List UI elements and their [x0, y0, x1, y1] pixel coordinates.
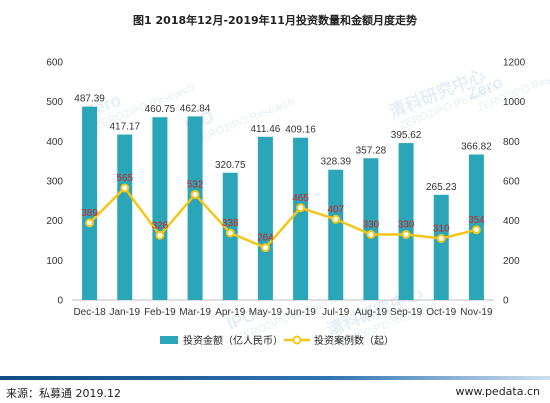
legend: 投资金额（亿人民币） 投资案例数（起）	[160, 334, 394, 347]
bar	[117, 134, 133, 300]
line-point	[85, 218, 95, 228]
x-tick-label: Apr-19	[215, 307, 245, 318]
line-point	[471, 225, 481, 235]
x-tick-label: Jan-19	[109, 307, 140, 318]
line-value-label: 389	[81, 208, 98, 219]
axes: 0 100 200 300 400 500 600 0 200 400 600 800 1000 1200…	[46, 58, 525, 319]
x-tick-label: Dec-18	[73, 307, 106, 318]
chart: 图1 2018年12月-2019年11月投资数量和金额月度走势 ZeroZERO…	[46, 13, 550, 350]
line-value-label: 532	[187, 179, 204, 190]
x-tick-label: Jun-19	[285, 307, 316, 318]
bar-value-label: 462.84	[180, 103, 211, 114]
y-right-tick-label: 1200	[503, 58, 526, 69]
y-right-tick-label: 0	[503, 296, 509, 307]
legend-line-label: 投资案例数（起）	[314, 334, 394, 347]
bar-value-label: 460.75	[145, 104, 176, 115]
bar-value-label: 328.39	[320, 157, 351, 168]
x-tick-label: Nov-19	[460, 307, 493, 318]
line-value-label: 407	[327, 204, 344, 215]
footer-rule	[0, 376, 550, 380]
line-value-label: 326	[152, 220, 169, 231]
bar-value-label: 320.75	[215, 160, 246, 171]
line-path	[88, 186, 477, 250]
line-value-label: 565	[116, 173, 133, 184]
y-left-tick-label: 300	[46, 177, 63, 188]
bar	[363, 158, 379, 300]
y-left-tick-label: 100	[46, 256, 63, 267]
bar-value-label: 409.16	[285, 125, 316, 136]
line-point	[120, 183, 130, 193]
y-left-tick-label: 500	[46, 97, 63, 108]
line-point	[260, 243, 270, 253]
bar	[187, 116, 203, 300]
line-point	[436, 234, 446, 244]
y-left-tick-label: 400	[46, 137, 63, 148]
bar	[257, 136, 273, 300]
bar-value-label: 265.23	[426, 182, 457, 193]
y-right-tick-label: 600	[503, 177, 520, 188]
bar	[328, 169, 344, 300]
footer-source: 来源：私募通 2019.12	[6, 387, 121, 400]
x-tick-label: Oct-19	[426, 307, 456, 318]
y-left-tick-label: 0	[57, 296, 63, 307]
line-point	[366, 230, 376, 240]
bar-value-label: 366.82	[461, 141, 492, 152]
line-value-label: 310	[433, 224, 450, 235]
line-point	[331, 214, 341, 224]
bar	[293, 137, 309, 300]
y-right-tick-label: 1000	[503, 97, 526, 108]
x-tick-label: Mar-19	[179, 307, 211, 318]
bar	[433, 194, 449, 300]
bar-value-label: 395.62	[391, 130, 422, 141]
bar-value-label: 357.28	[356, 145, 387, 156]
x-tick-label: Jul-19	[322, 307, 350, 318]
legend-line-marker	[292, 335, 302, 345]
y-left-tick-label: 200	[46, 216, 63, 227]
bar	[82, 106, 98, 300]
bar-value-label: 417.17	[109, 122, 140, 133]
line-value-label: 465	[292, 193, 309, 204]
bar-value-label: 411.46	[250, 124, 280, 135]
line-value-label: 264	[257, 233, 274, 244]
footer: 来源：私募通 2019.12 www.pedata.cn	[0, 376, 550, 403]
line-point	[190, 189, 200, 199]
line-value-label: 354	[468, 215, 485, 226]
x-tick-label: Sep-19	[390, 307, 423, 318]
y-left-tick-label: 600	[46, 58, 63, 69]
footer-url: www.pedata.cn	[455, 385, 540, 398]
line-series: 389 565 326 532 338 264 465 407 330 330 310 354	[81, 173, 485, 253]
bar	[398, 143, 414, 300]
legend-bar-swatch	[160, 336, 178, 344]
line-point	[296, 203, 306, 213]
y-right-tick-label: 400	[503, 216, 520, 227]
y-right-tick-label: 800	[503, 137, 520, 148]
bar-series: 487.39 417.17 460.75 462.84 320.75 411.46 409.…	[74, 94, 492, 300]
x-tick-label: Aug-19	[355, 307, 388, 318]
bar-value-label: 487.39	[74, 94, 105, 105]
x-tick-label: Feb-19	[144, 307, 176, 318]
line-point	[401, 230, 411, 240]
line-point	[225, 228, 235, 238]
x-tick-label: May-19	[249, 307, 283, 318]
chart-title: 图1 2018年12月-2019年11月投资数量和金额月度走势	[133, 13, 417, 27]
bar	[152, 117, 168, 300]
y-right-tick-label: 200	[503, 256, 520, 267]
line-value-label: 330	[398, 220, 415, 231]
line-value-label: 330	[363, 220, 380, 231]
line-value-label: 338	[222, 218, 239, 229]
legend-bar-label: 投资金额（亿人民币）	[183, 334, 283, 347]
line-point	[155, 230, 165, 240]
